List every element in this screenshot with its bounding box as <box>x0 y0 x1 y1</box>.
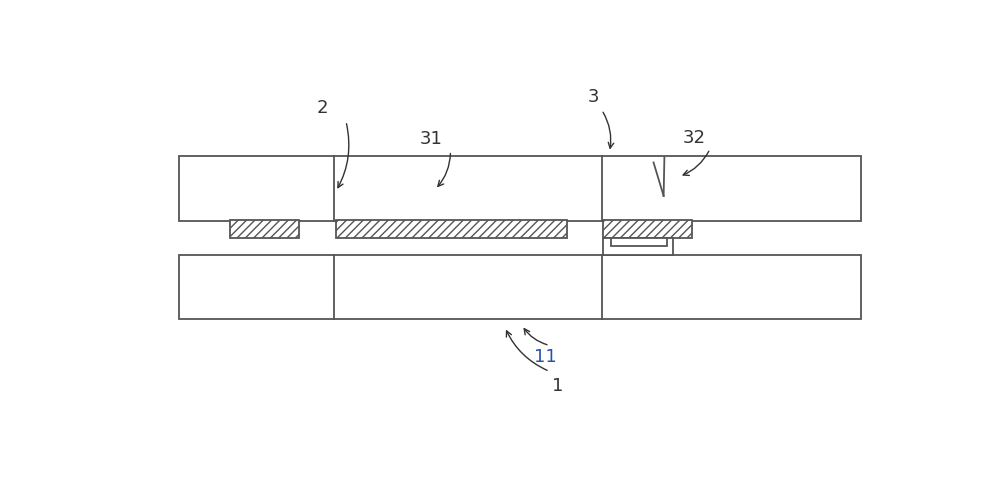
Text: 1: 1 <box>552 377 563 395</box>
Bar <box>611 238 667 246</box>
Bar <box>230 220 299 238</box>
Text: 11: 11 <box>534 348 557 366</box>
Bar <box>179 254 861 320</box>
Bar <box>603 220 692 238</box>
Bar <box>603 238 673 254</box>
Text: 3: 3 <box>588 88 600 106</box>
Text: 2: 2 <box>317 99 328 117</box>
Text: 31: 31 <box>420 131 443 148</box>
Bar <box>179 156 861 221</box>
Text: 32: 32 <box>683 129 706 147</box>
Bar <box>336 220 567 238</box>
